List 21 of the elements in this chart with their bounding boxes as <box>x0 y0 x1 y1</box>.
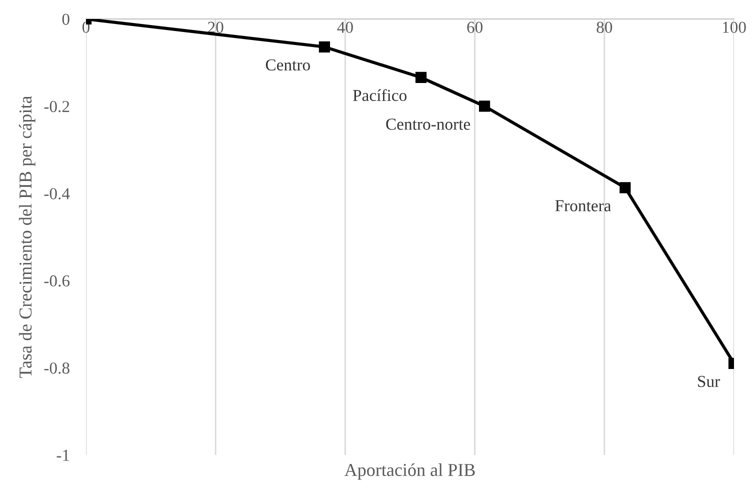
y-tick-label: 0 <box>62 14 70 25</box>
annotation: Sur <box>698 376 720 388</box>
y-tick-label: -0.8 <box>44 362 70 374</box>
y-tick-label: -0.2 <box>44 100 70 112</box>
annotation: Centro-norte <box>386 118 470 130</box>
annotation: Frontera <box>555 200 612 212</box>
y-tick-label: -0.4 <box>44 188 70 200</box>
point <box>415 72 427 83</box>
point <box>478 100 490 112</box>
x-tick-label: 100 <box>722 22 746 33</box>
point <box>620 182 631 194</box>
x-tick-label: 80 <box>596 22 612 33</box>
x-tick-label: 40 <box>337 22 353 33</box>
y-tick-label: -0.6 <box>44 275 70 287</box>
annotation: Pacífico <box>353 89 406 102</box>
y-axis-title: Tasa de Crecimiento del PIB per cápita <box>18 96 36 378</box>
y-tick-label: -1 <box>56 450 70 461</box>
point <box>318 41 330 52</box>
x-tick-label: 60 <box>467 22 482 33</box>
x-axis-title: Aportación al PIB <box>344 463 475 480</box>
annotation: Centro <box>266 59 310 71</box>
